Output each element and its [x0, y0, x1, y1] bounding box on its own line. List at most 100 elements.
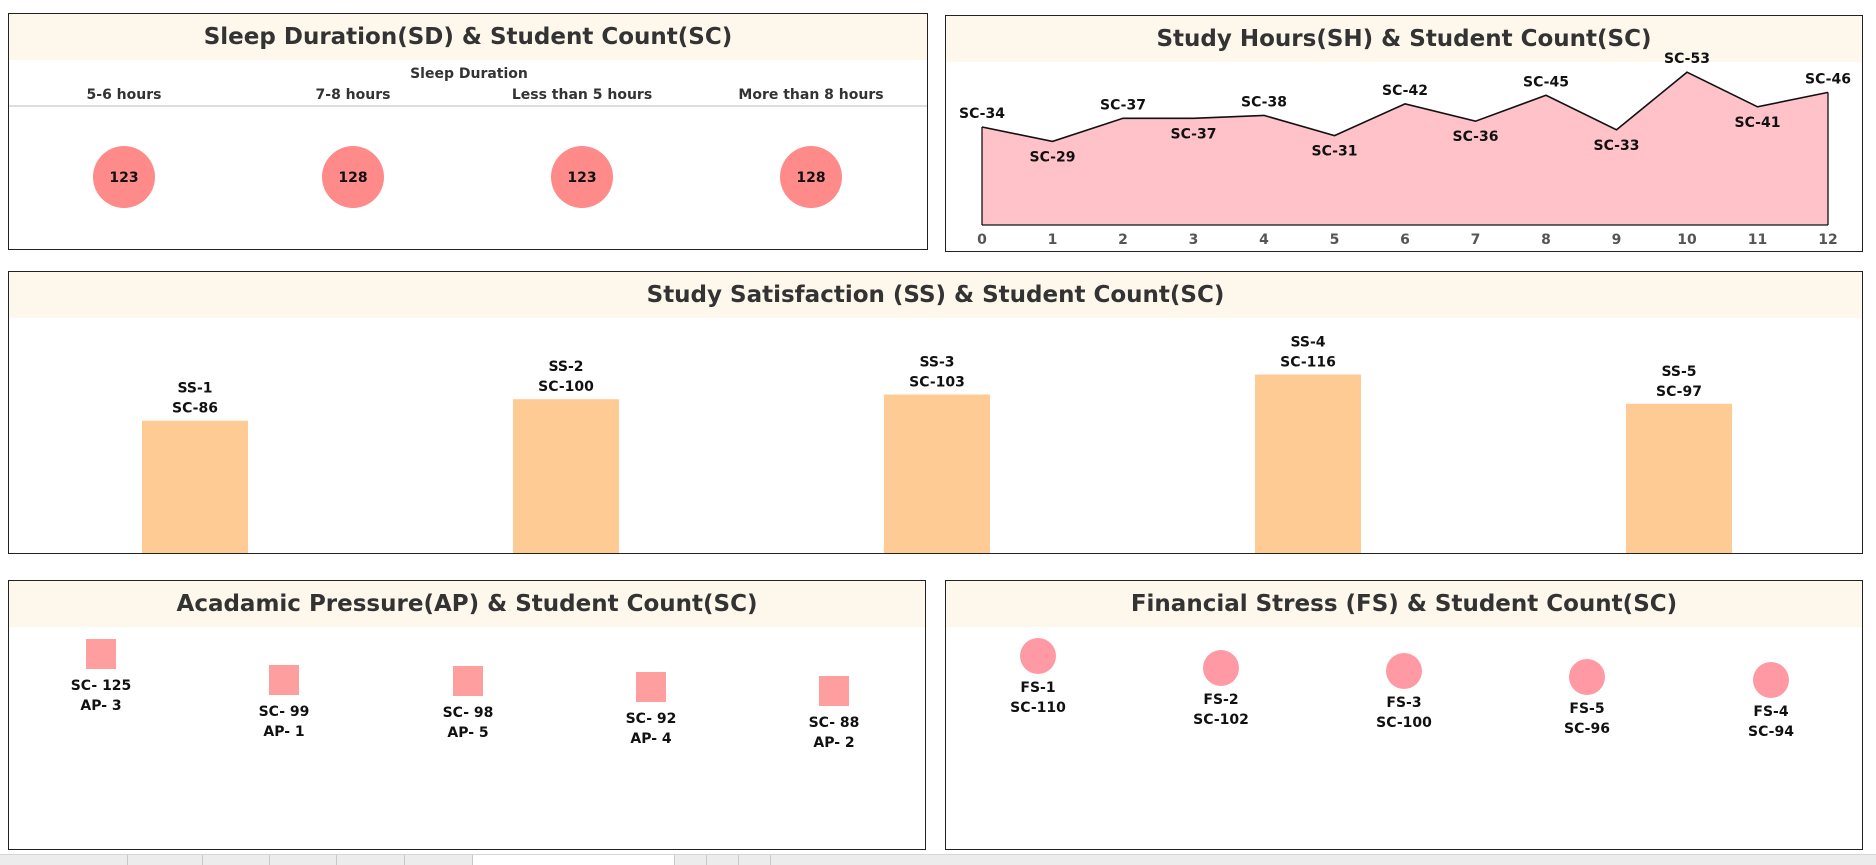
- pressure-marker: [86, 639, 116, 669]
- study-hours-x-tick: 5: [1330, 232, 1340, 248]
- pressure-category-label: AP- 5: [447, 725, 488, 741]
- financial-chart: FS-1 SC-110 FS-2 SC-102 FS-3 SC-100 FS-5 SC-96 F…: [1010, 638, 1794, 740]
- study-hours-point-label: SC-38: [1241, 94, 1287, 110]
- study-hours-x-tick: 9: [1612, 232, 1622, 248]
- pressure-value-label: SC- 98: [443, 705, 494, 721]
- sheet-tab-active[interactable]: [473, 855, 675, 865]
- pressure-value-label: SC- 125: [71, 678, 132, 694]
- pressure-value-label: SC- 99: [259, 704, 310, 720]
- study-hours-line: [981, 71, 1829, 143]
- pressure-chart: SC- 125 AP- 3 SC- 99 AP- 1 SC- 98 AP- 5 SC- 92…: [71, 639, 860, 751]
- satisfaction-bar: [513, 399, 619, 553]
- study-hours-x-tick: 8: [1541, 232, 1551, 248]
- financial-marker: [1753, 662, 1789, 698]
- financial-category-label: FS-5: [1569, 701, 1604, 717]
- sheet-tab[interactable]: [128, 855, 203, 865]
- study-hours-x-tick: 11: [1748, 232, 1767, 248]
- pressure-value-label: SC- 92: [626, 711, 677, 727]
- financial-marker: [1386, 653, 1422, 689]
- study-hours-x-tick: 3: [1189, 232, 1199, 248]
- study-hours-point-label: SC-53: [1664, 51, 1710, 67]
- sheet-tab[interactable]: [0, 855, 128, 865]
- satisfaction-category-label: SS-4: [1290, 335, 1325, 351]
- satisfaction-value-label: SC-100: [538, 379, 594, 395]
- sheet-tab[interactable]: [739, 855, 771, 865]
- sleep-value-label: 128: [796, 170, 825, 186]
- pressure-marker: [269, 665, 299, 695]
- sleep-panel: Sleep Duration(SD) & Student Count(SC) S…: [8, 13, 928, 250]
- sleep-marker: [780, 146, 842, 208]
- study-hours-title: Study Hours(SH) & Student Count(SC): [946, 16, 1862, 62]
- satisfaction-value-label: SC-103: [909, 375, 965, 391]
- satisfaction-bar: [142, 420, 248, 553]
- satisfaction-category-label: SS-3: [919, 355, 954, 371]
- sleep-category-label: Less than 5 hours: [512, 87, 652, 103]
- study-hours-point-label: SC-33: [1594, 138, 1640, 154]
- sheet-tab[interactable]: [405, 855, 473, 865]
- sheet-tab[interactable]: [203, 855, 270, 865]
- sheet-tab[interactable]: [270, 855, 337, 865]
- study-hours-x-tick: 2: [1118, 232, 1128, 248]
- sheet-tab[interactable]: [675, 855, 707, 865]
- pressure-panel: Acadamic Pressure(AP) & Student Count(SC…: [8, 580, 926, 850]
- study-hours-x-tick: 1: [1048, 232, 1058, 248]
- study-hours-point-label: SC-46: [1805, 71, 1851, 87]
- sleep-marker: [322, 146, 384, 208]
- satisfaction-category-label: SS-2: [548, 359, 583, 375]
- study-hours-area: [982, 72, 1828, 225]
- satisfaction-bar: [884, 394, 990, 553]
- sleep-category-label: More than 8 hours: [738, 87, 883, 103]
- study-hours-x-tick: 10: [1677, 232, 1697, 248]
- satisfaction-chart: SS-1 SC-86 SS-2 SC-100 SS-3 SC-103 SS-4 SC-116 S…: [142, 335, 1732, 553]
- satisfaction-bar: [1626, 403, 1732, 553]
- pressure-title: Acadamic Pressure(AP) & Student Count(SC…: [9, 581, 925, 627]
- sheet-tab[interactable]: [337, 855, 405, 865]
- sleep-category-label: 5-6 hours: [87, 87, 162, 103]
- pressure-category-label: AP- 3: [80, 698, 121, 714]
- study-hours-point-label: SC-37: [1100, 97, 1146, 113]
- study-hours-point-label: SC-34: [959, 106, 1005, 122]
- study-hours-point-label: SC-31: [1312, 144, 1358, 160]
- sleep-chart: Sleep Duration 5-6 hours 123 7-8 hours 128 L…: [9, 66, 927, 208]
- study-hours-point-label: SC-45: [1523, 74, 1569, 90]
- financial-category-label: FS-4: [1753, 704, 1788, 720]
- sheet-tab[interactable]: [707, 855, 739, 865]
- financial-panel: Financial Stress (FS) & Student Count(SC…: [945, 580, 1863, 850]
- pressure-category-label: AP- 1: [263, 724, 304, 740]
- study-hours-x-tick: 4: [1259, 232, 1269, 248]
- study-hours-chart: SC-34 0 SC-29 1 SC-37 2 SC-37 3 SC-38 4 SC-31 5 SC-4…: [959, 51, 1851, 248]
- financial-marker: [1569, 659, 1605, 695]
- satisfaction-title: Study Satisfaction (SS) & Student Count(…: [9, 272, 1862, 318]
- satisfaction-value-label: SC-86: [172, 401, 218, 417]
- satisfaction-category-label: SS-5: [1661, 364, 1696, 380]
- pressure-category-label: AP- 2: [813, 735, 854, 751]
- satisfaction-bar: [1255, 374, 1361, 553]
- financial-category-label: FS-1: [1020, 680, 1055, 696]
- study-hours-point-label: SC-36: [1453, 129, 1499, 145]
- satisfaction-value-label: SC-97: [1656, 384, 1702, 400]
- study-hours-x-tick: 7: [1471, 232, 1481, 248]
- pressure-category-label: AP- 4: [630, 731, 672, 747]
- pressure-value-label: SC- 88: [809, 715, 860, 731]
- sleep-marker: [93, 146, 155, 208]
- study-hours-point-label: SC-29: [1030, 149, 1076, 165]
- financial-title: Financial Stress (FS) & Student Count(SC…: [946, 581, 1862, 627]
- pressure-marker: [819, 676, 849, 706]
- sleep-value-label: 123: [567, 170, 596, 186]
- financial-marker: [1020, 638, 1056, 674]
- sleep-value-label: 123: [109, 170, 138, 186]
- sleep-title: Sleep Duration(SD) & Student Count(SC): [9, 14, 927, 60]
- financial-marker: [1203, 650, 1239, 686]
- financial-value-label: SC-94: [1748, 724, 1794, 740]
- financial-category-label: FS-3: [1386, 695, 1421, 711]
- study-hours-x-tick: 0: [977, 232, 987, 248]
- study-hours-x-tick: 6: [1400, 232, 1410, 248]
- sleep-header: Sleep Duration: [410, 66, 528, 82]
- pressure-marker: [453, 666, 483, 696]
- satisfaction-panel: Study Satisfaction (SS) & Student Count(…: [8, 271, 1863, 554]
- financial-category-label: FS-2: [1203, 692, 1238, 708]
- financial-value-label: SC-96: [1564, 721, 1610, 737]
- pressure-marker: [636, 672, 666, 702]
- study-hours-point-label: SC-37: [1171, 126, 1217, 142]
- satisfaction-category-label: SS-1: [177, 381, 212, 397]
